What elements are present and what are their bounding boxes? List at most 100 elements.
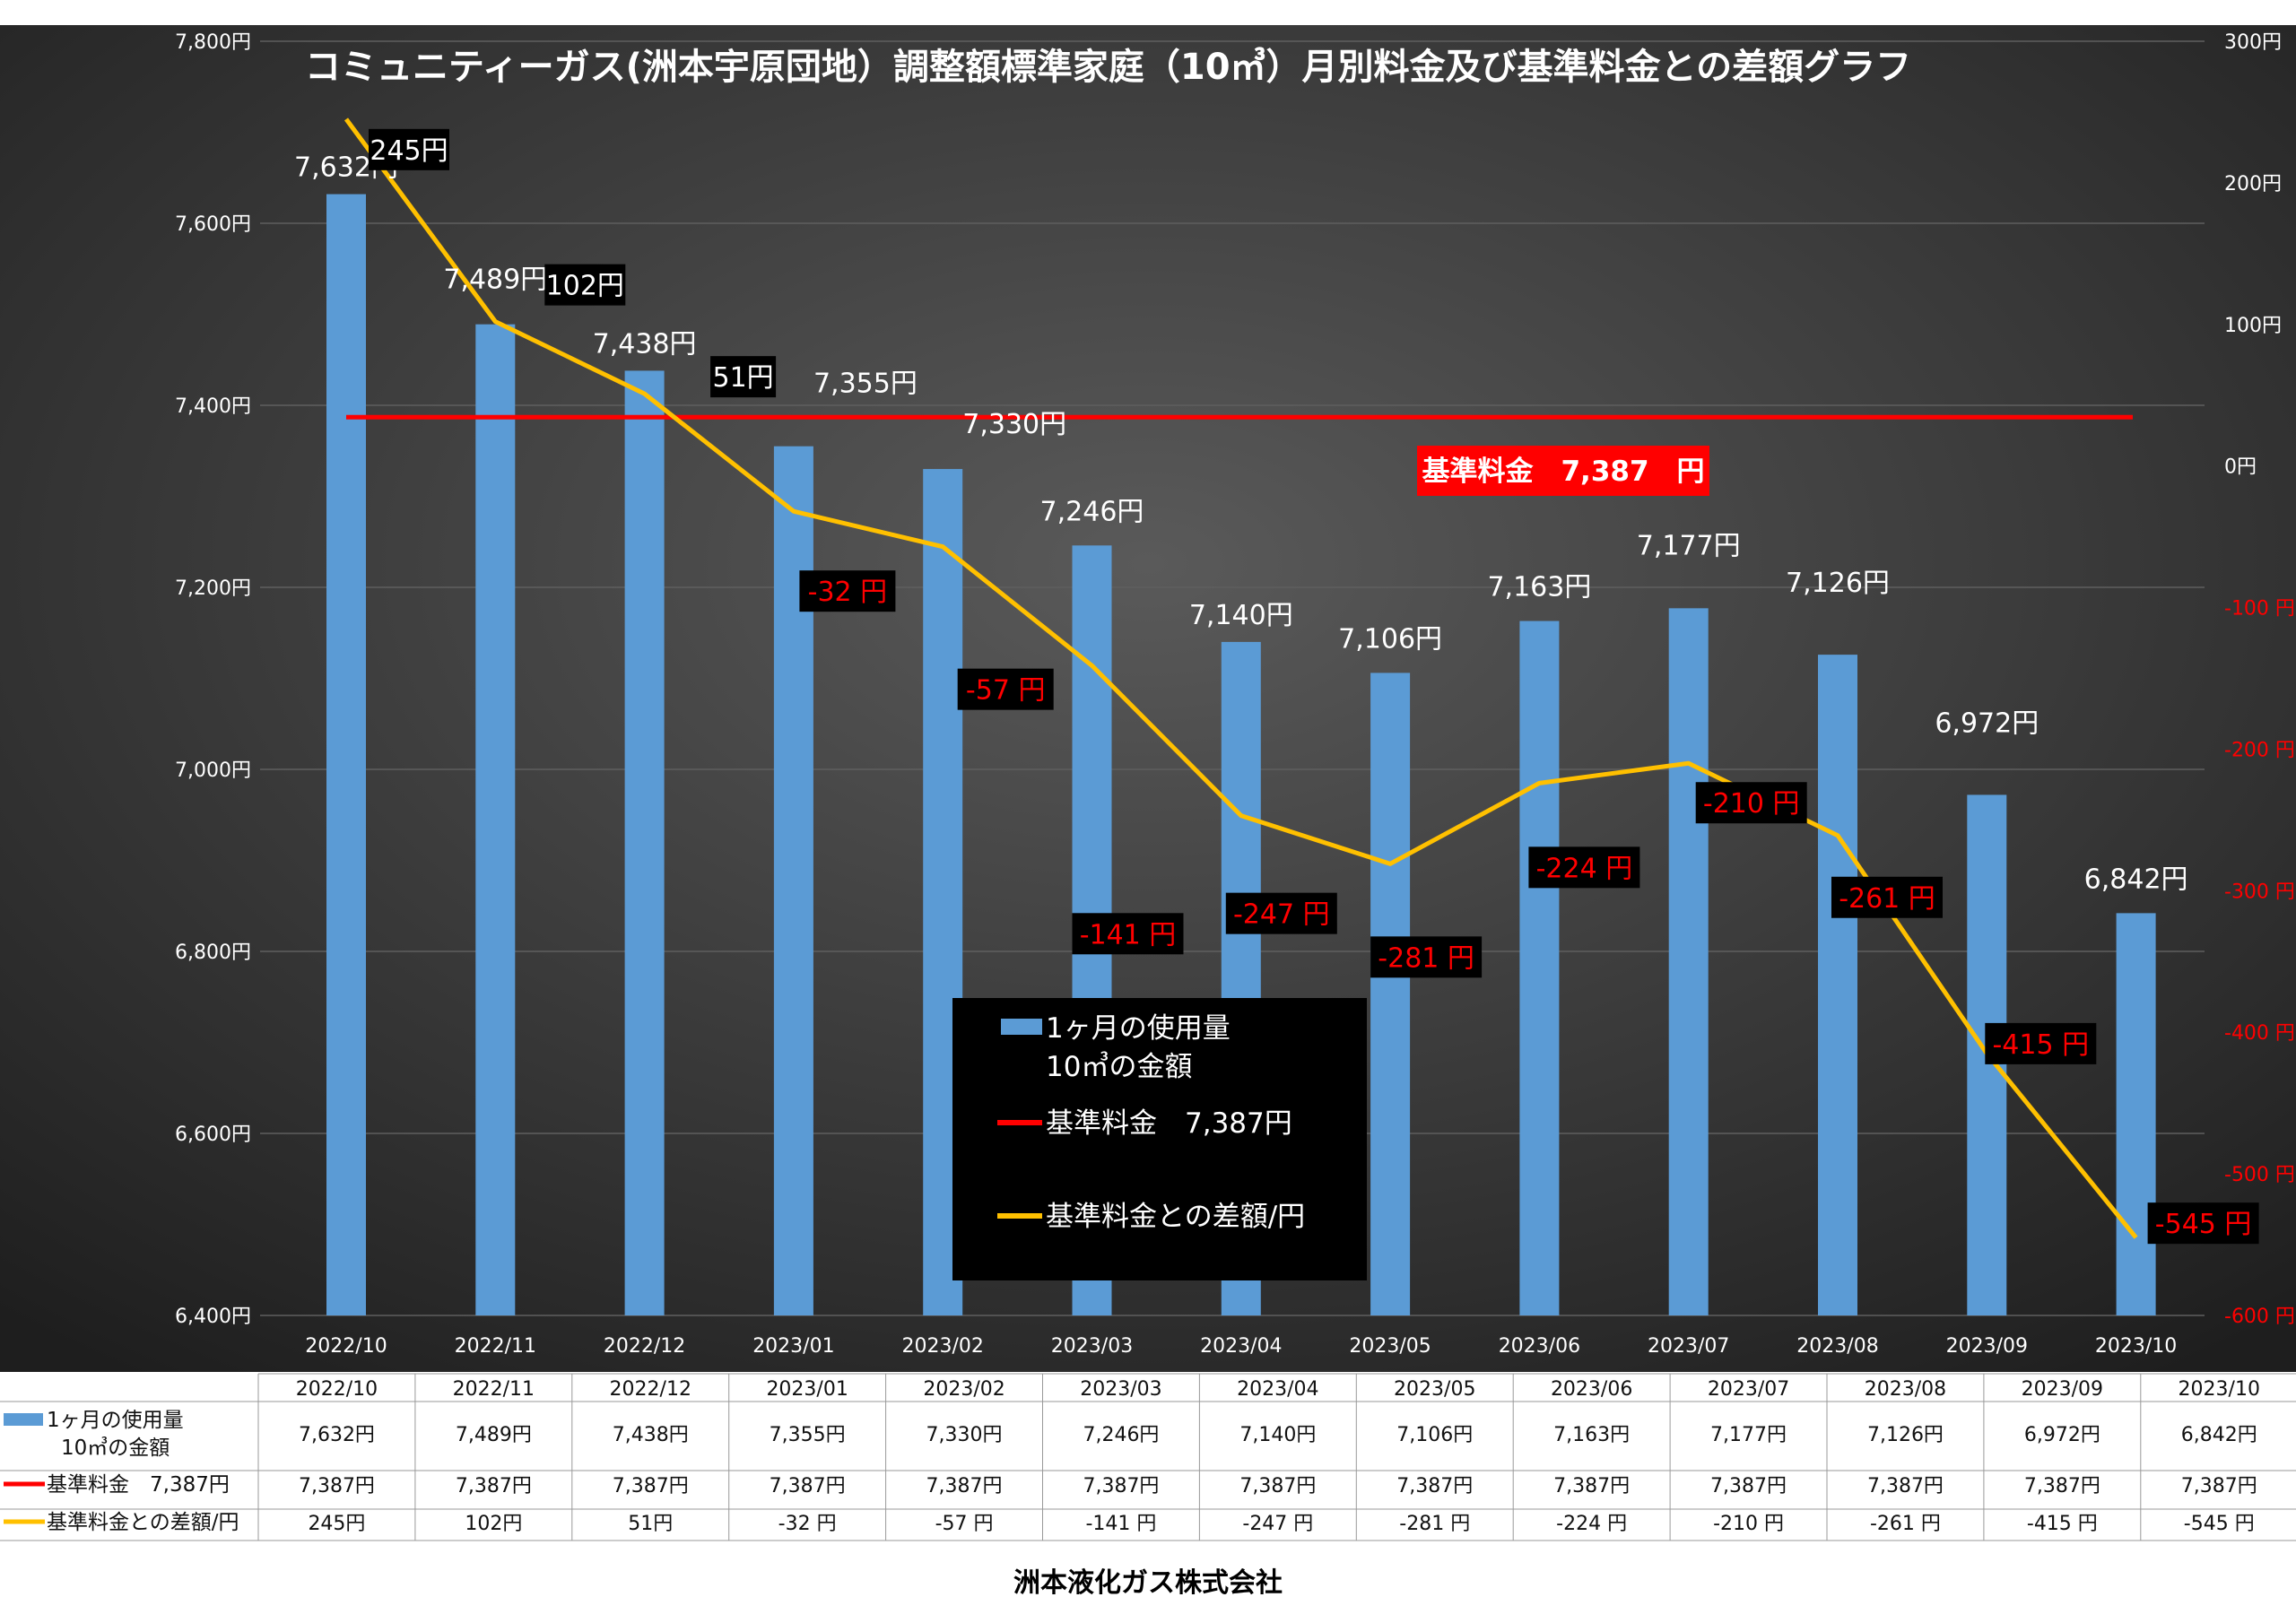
row-label-diff: 基準料金との差額/円 [47,1511,239,1534]
legend-swatch-bar [1001,1019,1042,1035]
left-tick-label: 6,800円 [175,942,251,964]
right-tick-label: -200 円 [2224,739,2295,761]
table-cell: 7,177円 [1710,1424,1787,1446]
table-cell: -224 円 [1556,1513,1627,1535]
base-price-badge [1417,446,1709,496]
diff-label-box [2147,1202,2259,1245]
x-tick-label: 2023/09 [1946,1335,2028,1358]
bars [326,194,2156,1316]
table-header-cell: 2022/12 [610,1378,691,1401]
table-cell: 7,387円 [613,1475,689,1497]
x-tick-label: 2022/12 [604,1335,685,1358]
diff-value-label: -247 円 [1233,899,1330,931]
bar-2022/12 [624,370,665,1316]
left-tick-label: 6,600円 [175,1124,251,1146]
table-cell: 7,355円 [770,1424,846,1446]
right-tick-label: -500 円 [2224,1164,2295,1186]
table-header-cell: 2023/01 [766,1378,848,1401]
table-cell: -141 円 [1085,1513,1156,1535]
right-tick-label: 100円 [2224,315,2282,337]
diff-label-box [369,128,449,170]
bar-2023/05 [1370,673,1411,1315]
base-price-badge-text: 基準料金 7,387 円 [1422,456,1704,488]
bar-value-label: 7,246円 [1040,496,1144,527]
x-tick-label: 2023/10 [2095,1335,2177,1358]
axes: 6,400円 6,600円 6,800円 7,000円 7,200円 7,400円 7,60… [175,31,2295,1358]
right-tick-label: 200円 [2224,173,2282,195]
table-header-cell: 2023/06 [1551,1378,1632,1401]
x-tick-label: 2022/10 [305,1335,387,1358]
bar-value-label: 7,140円 [1189,600,1293,631]
table-cell: 7,387円 [1239,1475,1316,1497]
diff-label-box [799,570,896,612]
left-tick-label: 7,000円 [175,759,251,782]
diff-label-box [1831,876,1943,918]
table-cell: 7,246円 [1083,1424,1159,1446]
bar-value-label: 7,489円 [443,265,547,296]
table-cell: 7,489円 [456,1424,532,1446]
table-header-cell: 2023/04 [1237,1378,1318,1401]
table-cell: -545 円 [2184,1513,2255,1535]
table-header-cell: 2023/08 [1865,1378,1946,1401]
diff-value-label: -281 円 [1378,942,1474,974]
table-cell: 7,387円 [299,1475,375,1497]
table-cell: 7,387円 [1867,1475,1944,1497]
table-cell: 7,387円 [1396,1475,1473,1497]
table-header-cell: 2023/02 [923,1378,1004,1401]
left-tick-label: 7,600円 [175,213,251,236]
right-tick-label: -400 円 [2224,1022,2295,1045]
bar-value-label: 7,177円 [1637,530,1741,561]
table-cell: 7,387円 [1710,1475,1787,1497]
left-tick-label: 7,400円 [175,395,251,418]
right-tick-label: 300円 [2224,31,2282,54]
x-tick-label: 2023/02 [901,1335,983,1358]
diff-label-box [1072,913,1184,955]
bar-2023/07 [1668,608,1709,1315]
table-cell: 7,387円 [770,1475,846,1497]
bar-value-label: 7,355円 [813,369,918,400]
diff-value-label: -141 円 [1080,919,1177,950]
table-cell: -32 円 [778,1513,837,1535]
diff-label-box [710,356,777,398]
data-labels: 7,632円7,489円7,438円7,355円7,330円7,246円7,14… [294,128,2259,1245]
x-tick-label: 2023/03 [1051,1335,1133,1358]
table-cell: 7,106円 [1396,1424,1473,1446]
diff-value-label: 245円 [370,135,448,167]
diff-label-box [1225,892,1337,934]
table-cell: 7,140円 [1239,1424,1316,1446]
diff-value-label: -57 円 [966,675,1046,707]
bar-2022/11 [475,324,516,1315]
diff-label-box [1528,846,1640,889]
left-tick-label: 7,200円 [175,577,251,600]
x-tick-label: 2023/06 [1499,1335,1580,1358]
data-table: 1ヶ月の使用量 10㎥の金額 基準料金 7,387円 基準料金との差額/円 20… [0,1373,2296,1541]
x-tick-label: 2022/11 [455,1335,536,1358]
diff-value-label: -210 円 [1703,788,1800,820]
table-cell: 7,632円 [299,1424,375,1446]
table-cell: 7,387円 [1083,1475,1159,1497]
table-cell: -57 円 [935,1513,994,1535]
diff-label-box [957,668,1054,710]
table-cell: 7,387円 [2181,1475,2257,1497]
diff-value-label: 51円 [713,362,774,394]
chart-title: コミュニティーガス(洲本宇原団地）調整額標準家庭（10㎥）月別料金及び基準料金と… [305,47,1911,88]
diff-value-label: -224 円 [1536,853,1633,884]
row-label-usage: 1ヶ月の使用量 [47,1409,184,1432]
row-label-usage-line2: 10㎥の金額 [61,1436,170,1460]
x-tick-label: 2023/08 [1796,1335,1878,1358]
legend-box [952,998,1367,1280]
left-tick-label: 6,400円 [175,1306,251,1328]
diff-label-box [1985,1022,2097,1064]
table-header-cell: 2023/07 [1708,1378,1789,1401]
table-header-cell: 2022/11 [453,1378,535,1401]
diff-value-label: 102円 [546,271,624,302]
right-tick-label: -300 円 [2224,881,2295,903]
diff-label-box [544,264,626,306]
table-header-cell: 2022/10 [296,1378,378,1401]
diff-label-box [1370,936,1483,978]
legend: 1ヶ月の使用量 10㎥の金額 基準料金 7,387円 基準料金との差額/円 [952,998,1367,1280]
legend-label-bar-line2: 10㎥の金額 [1046,1051,1192,1083]
table-cell: 7,387円 [1553,1475,1630,1497]
table-cell: 7,330円 [926,1424,1003,1446]
bar-2023/06 [1519,621,1560,1315]
